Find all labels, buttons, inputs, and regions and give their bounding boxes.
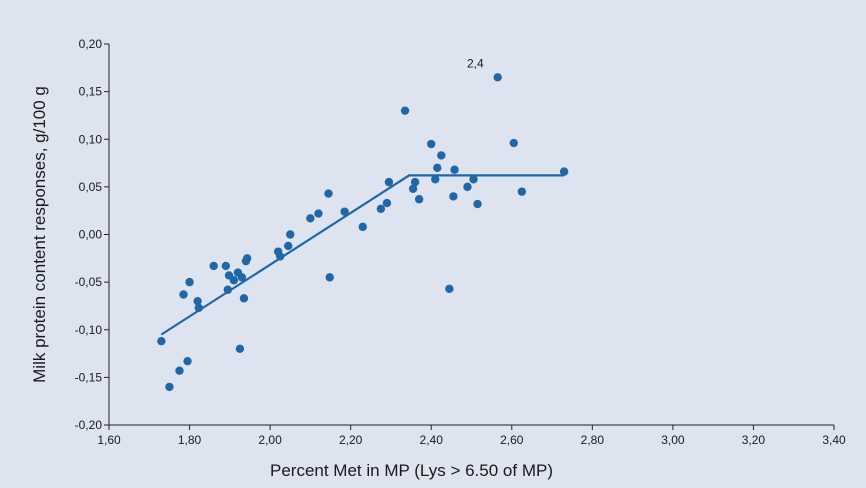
y-tick-label: -0,20 xyxy=(75,418,103,432)
x-tick-label: 2,20 xyxy=(339,433,363,447)
data-point xyxy=(284,241,293,251)
x-tick-label: 1,80 xyxy=(178,433,202,447)
data-point xyxy=(433,163,442,173)
data-point xyxy=(239,294,249,303)
y-tick-label: 0,05 xyxy=(79,180,103,194)
data-point xyxy=(194,303,204,313)
x-tick-label: 2,60 xyxy=(500,433,524,447)
data-point xyxy=(179,290,188,299)
data-point xyxy=(400,106,410,115)
y-tick-label: -0,10 xyxy=(75,323,103,337)
data-point xyxy=(229,276,239,285)
data-point xyxy=(509,138,518,148)
x-axis-title: Percent Met in MP (Lys > 6.50 of MP) xyxy=(270,461,553,480)
y-tick-label: -0,15 xyxy=(75,370,103,384)
fit-line xyxy=(160,174,565,336)
y-tick-label: 0,00 xyxy=(79,228,103,242)
data-point xyxy=(193,296,202,306)
data-point xyxy=(431,175,440,184)
data-point xyxy=(493,73,502,82)
y-tick-label: 0,15 xyxy=(79,85,103,99)
data-point xyxy=(237,273,247,282)
annotations: 2,4 xyxy=(467,56,484,70)
fit-line-group xyxy=(160,174,565,336)
data-point xyxy=(275,252,285,261)
x-tick-label: 3,40 xyxy=(822,433,846,447)
data-point xyxy=(340,207,349,216)
data-point xyxy=(382,198,392,208)
x-tick-label: 3,00 xyxy=(661,433,685,447)
data-point xyxy=(183,356,192,366)
data-point xyxy=(410,177,420,187)
data-point xyxy=(408,184,418,193)
data-point xyxy=(469,175,478,184)
data-point xyxy=(221,261,231,271)
data-point xyxy=(286,230,295,239)
data-point xyxy=(376,204,386,213)
data-point xyxy=(445,284,454,293)
data-point xyxy=(473,199,482,209)
data-points xyxy=(157,73,569,392)
data-point xyxy=(384,177,394,187)
x-tick-label: 2,80 xyxy=(581,433,605,447)
data-point xyxy=(157,336,166,346)
data-point xyxy=(314,209,323,218)
data-point xyxy=(223,285,233,294)
data-point xyxy=(209,261,218,271)
x-tick-label: 1,60 xyxy=(97,433,121,447)
x-tick-label: 2,40 xyxy=(420,433,444,447)
y-tick-label: 0,10 xyxy=(79,132,103,146)
data-point xyxy=(175,366,184,375)
data-point xyxy=(306,214,315,223)
data-point xyxy=(517,187,527,196)
x-axis: 1,60 1,80 2,00 2,20 2,40 2,60 2,80 3,00 3,20 3,40 xyxy=(97,424,846,447)
x-tick-label: 2,00 xyxy=(258,433,282,447)
x-tick-label: 3,20 xyxy=(742,433,766,447)
data-point xyxy=(358,222,367,232)
y-axis: 0,20 0,15 0,10 0,05 0,00 -0,05 -0,10 -0,15 -0,20 xyxy=(75,37,110,432)
data-point xyxy=(559,167,569,176)
data-point xyxy=(325,273,334,282)
data-point xyxy=(427,139,436,149)
data-point xyxy=(242,254,252,263)
data-point xyxy=(437,151,446,160)
data-point xyxy=(463,182,472,192)
data-point xyxy=(449,192,458,201)
data-point xyxy=(414,195,424,204)
data-point xyxy=(165,382,174,392)
data-point xyxy=(324,189,333,198)
annotation-label: 2,4 xyxy=(467,56,484,70)
data-point xyxy=(235,344,245,353)
y-axis-title: Milk protein content responses, g/100 g xyxy=(30,86,49,383)
y-tick-label: 0,20 xyxy=(79,37,103,51)
y-tick-label: -0,05 xyxy=(75,275,103,289)
data-point xyxy=(185,277,194,287)
data-point xyxy=(450,165,459,174)
